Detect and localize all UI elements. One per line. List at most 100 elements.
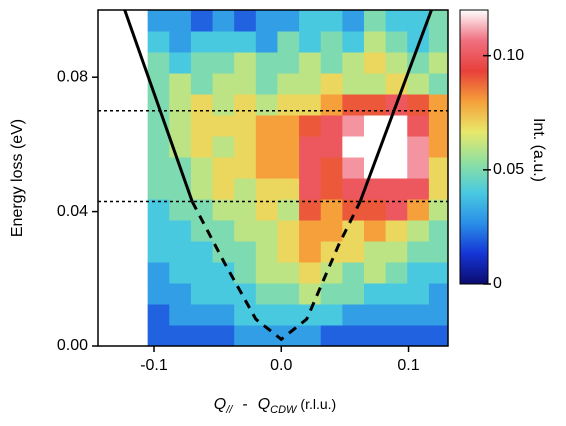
heat-cell — [212, 73, 235, 95]
heat-cell — [169, 220, 192, 242]
heat-cell — [277, 94, 300, 116]
dispersion-curve — [358, 10, 433, 203]
x-axis-label: Q//- QCDW (r.l.u.) — [214, 396, 336, 416]
heat-cell — [212, 283, 235, 305]
heat-cell — [212, 262, 235, 284]
heat-cell — [428, 10, 448, 32]
heat-cell — [190, 304, 214, 326]
heat-cell — [147, 178, 170, 200]
heat-cell — [407, 136, 430, 158]
heat-cell — [277, 10, 300, 32]
heat-cell — [342, 136, 365, 158]
x-label-sub: CDW — [270, 404, 298, 416]
plot-area — [98, 10, 448, 346]
heat-cell — [169, 73, 192, 95]
heat-cell — [234, 115, 257, 137]
heat-cell — [190, 241, 214, 263]
heat-cell — [428, 115, 448, 137]
heat-cell — [147, 10, 170, 32]
heat-cell — [255, 73, 278, 95]
heat-cell — [364, 325, 387, 346]
heat-cell — [147, 304, 170, 326]
heat-cell — [407, 115, 430, 137]
heat-cell — [212, 10, 235, 32]
x-label-q: Q — [258, 396, 270, 413]
heat-cell — [169, 199, 192, 221]
heat-cell — [385, 220, 408, 242]
heat-cell — [255, 136, 278, 158]
heat-cell — [212, 157, 235, 179]
heat-cell — [277, 178, 300, 200]
heat-cell — [212, 241, 235, 263]
heat-cell — [428, 52, 448, 74]
heat-cell — [190, 178, 214, 200]
heat-cell — [299, 94, 322, 116]
x-tick-label: 0.0 — [270, 357, 292, 374]
heat-cell — [385, 262, 408, 284]
heat-cell — [385, 325, 408, 346]
heat-cell — [342, 178, 365, 200]
heat-cell — [277, 283, 300, 305]
colorbar-tick-label: 0.10 — [493, 47, 524, 64]
heat-cell — [364, 10, 387, 32]
heat-cell — [169, 94, 192, 116]
heat-cell — [407, 199, 430, 221]
heat-cell — [255, 325, 278, 346]
heat-cell — [407, 94, 430, 116]
heat-cell — [299, 199, 322, 221]
heat-cell — [385, 304, 408, 326]
colorbar-tick-label: 0.05 — [493, 161, 524, 178]
heat-cell — [255, 31, 278, 53]
heat-cell — [385, 10, 408, 32]
heat-cell — [190, 262, 214, 284]
heat-cell — [342, 52, 365, 74]
heat-cell — [234, 136, 257, 158]
heat-cell — [428, 241, 448, 263]
heat-cell — [320, 10, 343, 32]
heat-cell — [277, 241, 300, 263]
heat-cell — [320, 73, 343, 95]
heat-cell — [190, 157, 214, 179]
heat-cell — [147, 220, 170, 242]
heat-cell — [255, 52, 278, 74]
heat-cell — [255, 262, 278, 284]
heat-cell — [320, 178, 343, 200]
heat-cell — [320, 52, 343, 74]
heat-cell — [407, 283, 430, 305]
heat-cell — [320, 283, 343, 305]
x-label-q: Q — [214, 396, 226, 413]
heat-cell — [212, 220, 235, 242]
heat-cell — [277, 115, 300, 137]
heat-cell — [364, 199, 387, 221]
heat-cell — [428, 136, 448, 158]
x-label-unit: (r.l.u.) — [300, 396, 336, 412]
heat-cell — [255, 304, 278, 326]
heat-cell — [342, 283, 365, 305]
dispersion-curve — [123, 10, 194, 203]
heat-cell — [299, 178, 322, 200]
heat-cell — [428, 73, 448, 95]
heat-cell — [190, 31, 214, 53]
heat-cell — [407, 157, 430, 179]
heat-cell — [277, 304, 300, 326]
heat-cell — [299, 73, 322, 95]
heat-cell — [428, 262, 448, 284]
heat-cell — [299, 52, 322, 74]
x-label-sep: - — [242, 396, 247, 413]
heat-cell — [255, 199, 278, 221]
heat-cell — [364, 262, 387, 284]
heat-cell — [277, 262, 300, 284]
heat-cell — [169, 304, 192, 326]
heat-cell — [385, 178, 408, 200]
dispersion-curve — [190, 200, 362, 342]
heat-cell — [342, 325, 365, 346]
heat-cell — [407, 262, 430, 284]
colorbar — [459, 9, 489, 285]
heat-cell — [190, 283, 214, 305]
heat-cell — [147, 262, 170, 284]
heat-cell — [407, 73, 430, 95]
heat-cell — [147, 241, 170, 263]
heat-cell — [299, 10, 322, 32]
heat-cell — [342, 10, 365, 32]
